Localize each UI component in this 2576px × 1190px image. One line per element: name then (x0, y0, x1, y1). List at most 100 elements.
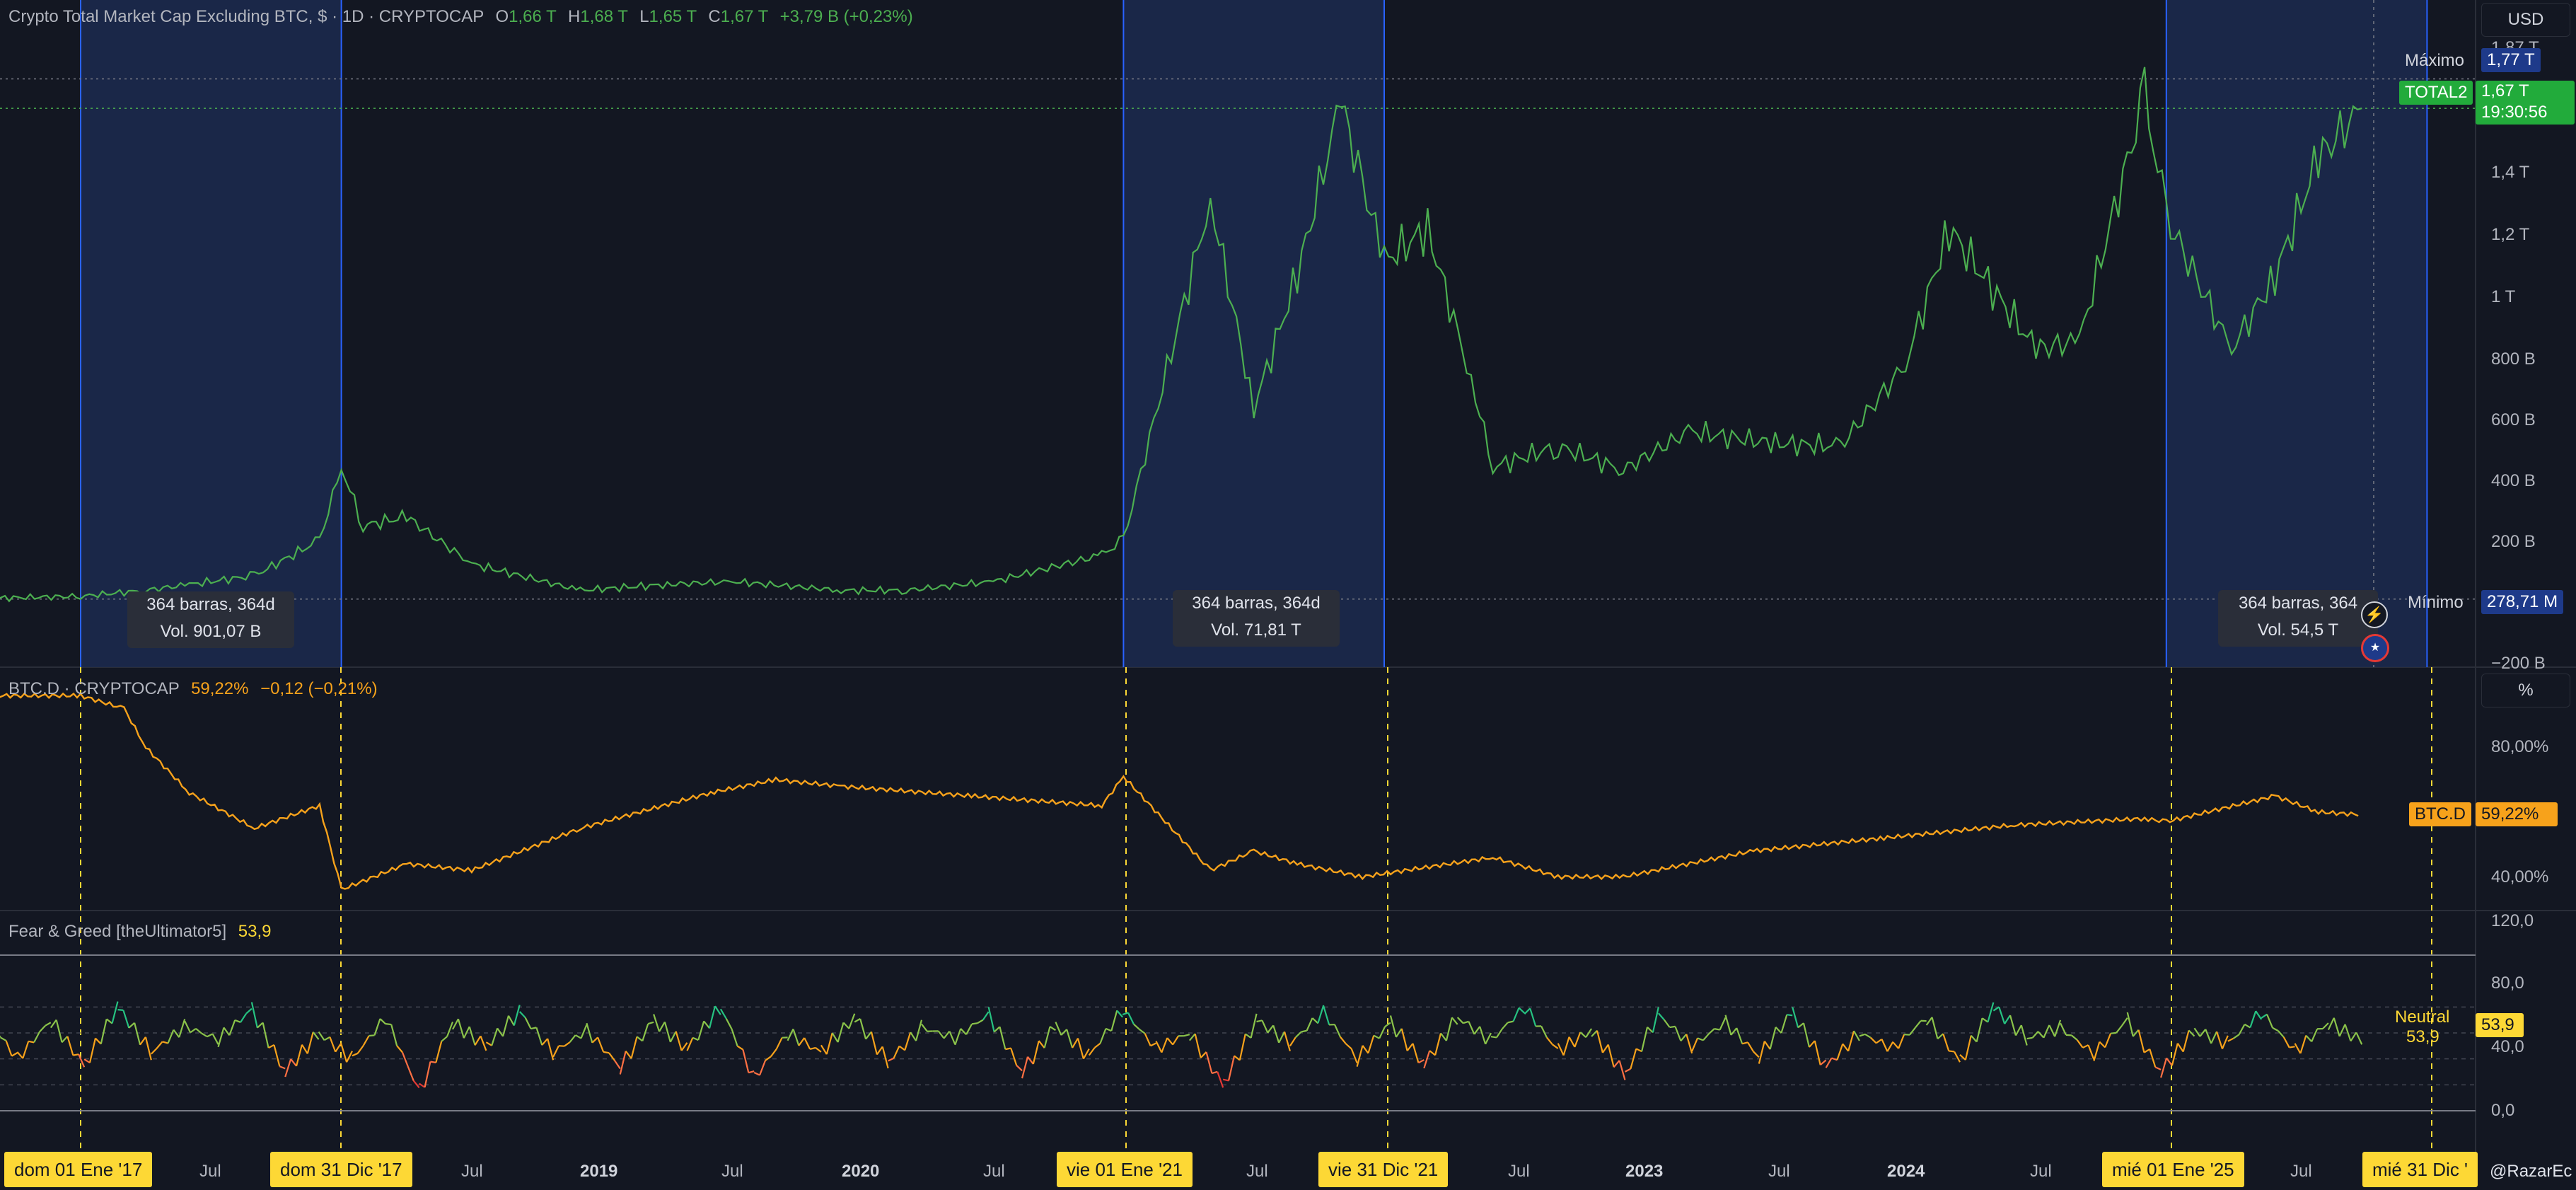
fear-greed-segment (1596, 1030, 1603, 1053)
btcd-legend-change: −0,12 (−0,21%) (260, 679, 378, 698)
time-axis-label: Jul (2290, 1162, 2312, 1181)
fear-greed-segment (151, 1047, 158, 1055)
fear-greed-segment (1652, 1007, 1659, 1033)
fear-greed-segment (1507, 1020, 1514, 1024)
fear-greed-segment (1161, 1037, 1168, 1053)
fear-greed-segment (1440, 1032, 1447, 1041)
fear-greed-segment (2233, 1034, 2240, 1039)
fear-greed-segment (2249, 1010, 2257, 1028)
fear-greed-segment (854, 1018, 861, 1023)
date-highlight: mié 01 Ene '25 (2102, 1152, 2244, 1187)
fear-greed-segment (1166, 1037, 1173, 1046)
fear-greed-segment (2020, 1024, 2028, 1046)
fear-greed-segment (1133, 1023, 1140, 1030)
fear-greed-segment (2244, 1023, 2251, 1029)
fear-greed-segment (719, 1008, 727, 1019)
fear-greed-segment (1228, 1056, 1236, 1081)
us-flag-event-icon[interactable]: ★ (2361, 634, 2389, 662)
low-value: 1,65 T (649, 7, 697, 26)
time-axis-label: Jul (983, 1162, 1005, 1181)
fear-greed-segment (284, 1058, 292, 1078)
fear-greed-segment (1038, 1040, 1045, 1049)
fear-greed-segment (1747, 1041, 1754, 1052)
fear-greed-segment (1529, 1007, 1537, 1027)
fear-greed-segment (156, 1041, 163, 1049)
fear-greed-segment (457, 1018, 465, 1039)
fear-greed-segment (2171, 1043, 2178, 1066)
fear-greed-segment (2093, 1041, 2101, 1061)
fear-greed-segment (753, 1072, 760, 1076)
fear-greed-segment (323, 1036, 330, 1041)
fear-greed-segment (904, 1032, 912, 1051)
fear-greed-segment (83, 1058, 91, 1064)
fear-greed-segment (1049, 1026, 1057, 1032)
fear-greed-segment (731, 1029, 738, 1046)
fear-greed-segment (1541, 1025, 1548, 1038)
fear-greed-segment (1831, 1057, 1838, 1061)
fg-value-tag: 53,9 (2476, 1013, 2524, 1037)
fear-greed-segment (497, 1027, 504, 1037)
fear-greed-segment (1518, 1007, 1526, 1014)
fear-greed-segment (184, 1020, 192, 1033)
fear-greed-segment (2060, 1022, 2067, 1036)
fear-greed-segment (1869, 1036, 1877, 1044)
fear-greed-segment (792, 1029, 800, 1046)
fear-greed-segment (1881, 1039, 1889, 1052)
fear-greed-segment (273, 1044, 281, 1067)
time-axis-label: Jul (461, 1162, 483, 1181)
fear-greed-segment (268, 1044, 274, 1049)
fear-greed-segment (837, 1022, 845, 1043)
fear-greed-segment (1641, 1027, 1649, 1052)
fear-greed-segment (541, 1038, 549, 1046)
fear-greed-segment (1200, 1051, 1207, 1058)
fear-greed-segment (1295, 1031, 1302, 1038)
fear-greed-segment (162, 1041, 168, 1044)
fear-greed-segment (329, 1036, 337, 1053)
fear-greed-segment (591, 1036, 598, 1044)
fear-greed-segment (1702, 1033, 1710, 1041)
fear-greed-segment (1719, 1017, 1727, 1031)
fear-greed-segment (765, 1056, 772, 1061)
fg-legend-title: Fear & Greed [theUltimator5] (8, 922, 227, 941)
symbol-name-tag: TOTAL2 (2399, 81, 2473, 105)
fear-greed-segment (513, 1005, 521, 1026)
percent-scale-button[interactable]: % (2481, 674, 2570, 707)
fear-greed-segment (1842, 1043, 1850, 1052)
fear-greed-segment (78, 1053, 86, 1068)
fear-greed-segment (663, 1022, 671, 1043)
fear-greed-segment (669, 1031, 677, 1043)
fear-greed-segment (714, 1005, 721, 1015)
fear-greed-segment (993, 1026, 1001, 1033)
fg-legend-value: 53,9 (238, 922, 272, 941)
fear-greed-segment (653, 1014, 661, 1032)
fear-greed-segment (2305, 1034, 2313, 1043)
fear-greed-segment (1859, 1033, 1866, 1037)
lightning-event-icon[interactable]: ⚡ (2361, 601, 2388, 628)
currency-button[interactable]: USD (2481, 3, 2570, 37)
time-axis-label: Jul (1508, 1162, 1530, 1181)
fear-greed-segment (2099, 1041, 2106, 1049)
fear-greed-segment (2149, 1049, 2157, 1068)
fear-greed-segment (1925, 1017, 1933, 1026)
fear-greed-segment (2333, 1017, 2340, 1037)
fear-greed-segment (2355, 1032, 2363, 1045)
fear-greed-segment (1763, 1041, 1771, 1050)
fg-zone-label: Neutral (2395, 1007, 2450, 1027)
date-highlight: mié 31 Dic ' (2362, 1152, 2478, 1187)
fear-greed-segment (45, 1022, 52, 1027)
fear-greed-segment (2143, 1048, 2150, 1053)
fear-greed-segment (820, 1044, 828, 1055)
fear-greed-segment (33, 1031, 40, 1043)
range-volume: Vol. 54,5 T (2257, 620, 2339, 640)
fear-greed-segment (1311, 1017, 1319, 1024)
fear-greed-segment (1931, 1017, 1939, 1039)
fear-greed-segment (870, 1032, 878, 1055)
fear-greed-segment (66, 1036, 74, 1056)
fear-greed-segment (831, 1032, 839, 1043)
fear-greed-segment (507, 1015, 515, 1027)
fear-greed-segment (1959, 1053, 1966, 1061)
fear-greed-segment (50, 1019, 57, 1029)
fear-greed-segment (736, 1045, 744, 1051)
fear-greed-segment (491, 1028, 499, 1046)
